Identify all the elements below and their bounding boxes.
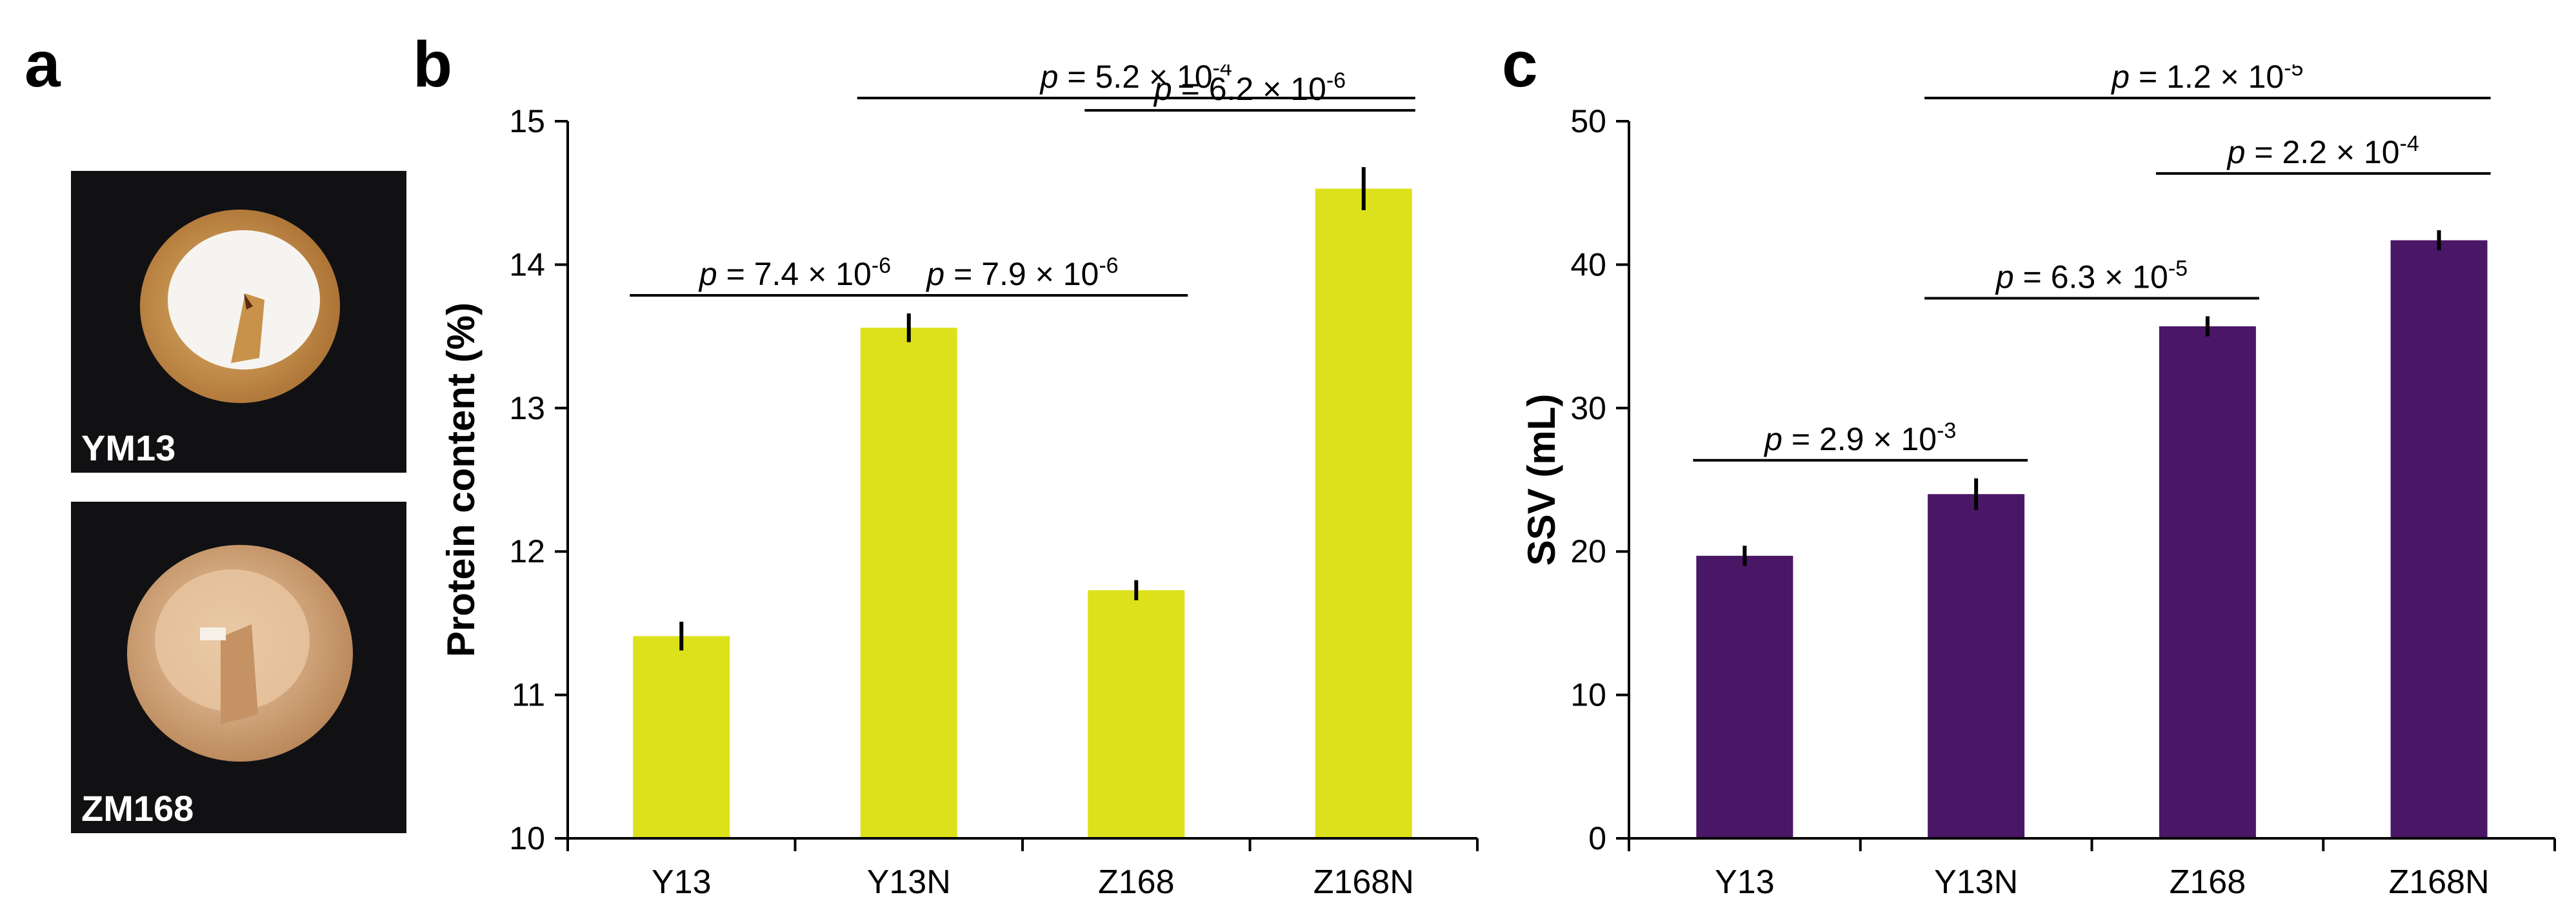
ssv-chart: 0 10 20 30 40 50 Y13 Y13N Z168 Z168N SSV (mL) p = 2… xyxy=(1520,64,2556,901)
panel-letter-a: a xyxy=(25,28,61,101)
y-tick-label: 10 xyxy=(1570,677,1606,713)
significance-label: p = 2.9 × 10-3 xyxy=(1763,419,1956,457)
bar-y13 xyxy=(633,636,730,838)
y-tick-label: 40 xyxy=(1570,246,1606,282)
panel-letter-c: c xyxy=(1502,28,1538,101)
significance-label: p = 6.3 × 10-5 xyxy=(1995,256,2188,295)
bar-y13n xyxy=(1928,494,2025,838)
y-tick-label: 50 xyxy=(1570,103,1606,139)
y-tick-label: 10 xyxy=(509,820,545,856)
x-tick-label-z168n: Z168N xyxy=(1313,863,1414,901)
significance-label: p = 7.9 × 10-6 xyxy=(925,253,1118,292)
y-axis-label: SSV (mL) xyxy=(1520,394,1563,566)
x-tick-label-y13n: Y13N xyxy=(1934,863,2018,901)
y-tick-label: 20 xyxy=(1570,533,1606,569)
y-tick-label: 0 xyxy=(1588,820,1606,856)
y-axis-label: Protein content (%) xyxy=(439,302,483,657)
photo-label-zm168: ZM168 xyxy=(81,788,194,829)
kernel-photo-zm168: ZM168 xyxy=(71,502,406,833)
x-tick-label-z168: Z168 xyxy=(1098,863,1175,901)
y-tick-label: 11 xyxy=(512,677,545,713)
bar-y13n xyxy=(860,328,957,839)
y-tick-label: 14 xyxy=(509,246,545,282)
kernel-cut xyxy=(200,627,226,640)
bar-z168 xyxy=(2159,326,2256,839)
x-tick-label-z168n: Z168N xyxy=(2389,863,2490,901)
photo-label-ym13: YM13 xyxy=(81,428,176,468)
bar-z168 xyxy=(1088,590,1185,838)
y-tick-label: 12 xyxy=(509,533,545,569)
kernel-embryo xyxy=(231,293,265,363)
y-tick-label: 13 xyxy=(509,390,545,426)
kernel-zm168-image xyxy=(127,545,353,762)
significance-label: p = 5.2 × 10-4 xyxy=(1039,64,1232,95)
significance-label: p = 6.2 × 10-6 xyxy=(1153,68,1346,107)
y-tick-label: 15 xyxy=(509,103,545,139)
significance-label: p = 2.2 × 10-4 xyxy=(2226,132,2419,170)
panel-letter-b: b xyxy=(413,28,453,101)
kernel-ym13-image xyxy=(140,210,340,403)
kernel-tip xyxy=(244,293,253,310)
x-tick-label-y13: Y13 xyxy=(1715,863,1775,901)
significance-label: p = 7.4 × 10-6 xyxy=(698,253,891,292)
bar-z168n xyxy=(2390,240,2488,838)
x-tick-label-y13: Y13 xyxy=(652,863,712,901)
significance-label: p = 1.2 × 10-5 xyxy=(2110,64,2303,95)
x-tick-label-z168: Z168 xyxy=(2170,863,2246,901)
kernel-embryo xyxy=(221,624,258,724)
x-tick-label-y13n: Y13N xyxy=(867,863,951,901)
bar-y13 xyxy=(1696,555,1793,838)
y-tick-label: 30 xyxy=(1570,390,1606,426)
protein-content-chart: 10 11 12 13 14 15 Y13 Y13N Z168 Z168N Protein cont… xyxy=(439,64,1479,901)
bar-z168n xyxy=(1315,188,1412,838)
kernel-photo-ym13: YM13 xyxy=(71,171,406,473)
